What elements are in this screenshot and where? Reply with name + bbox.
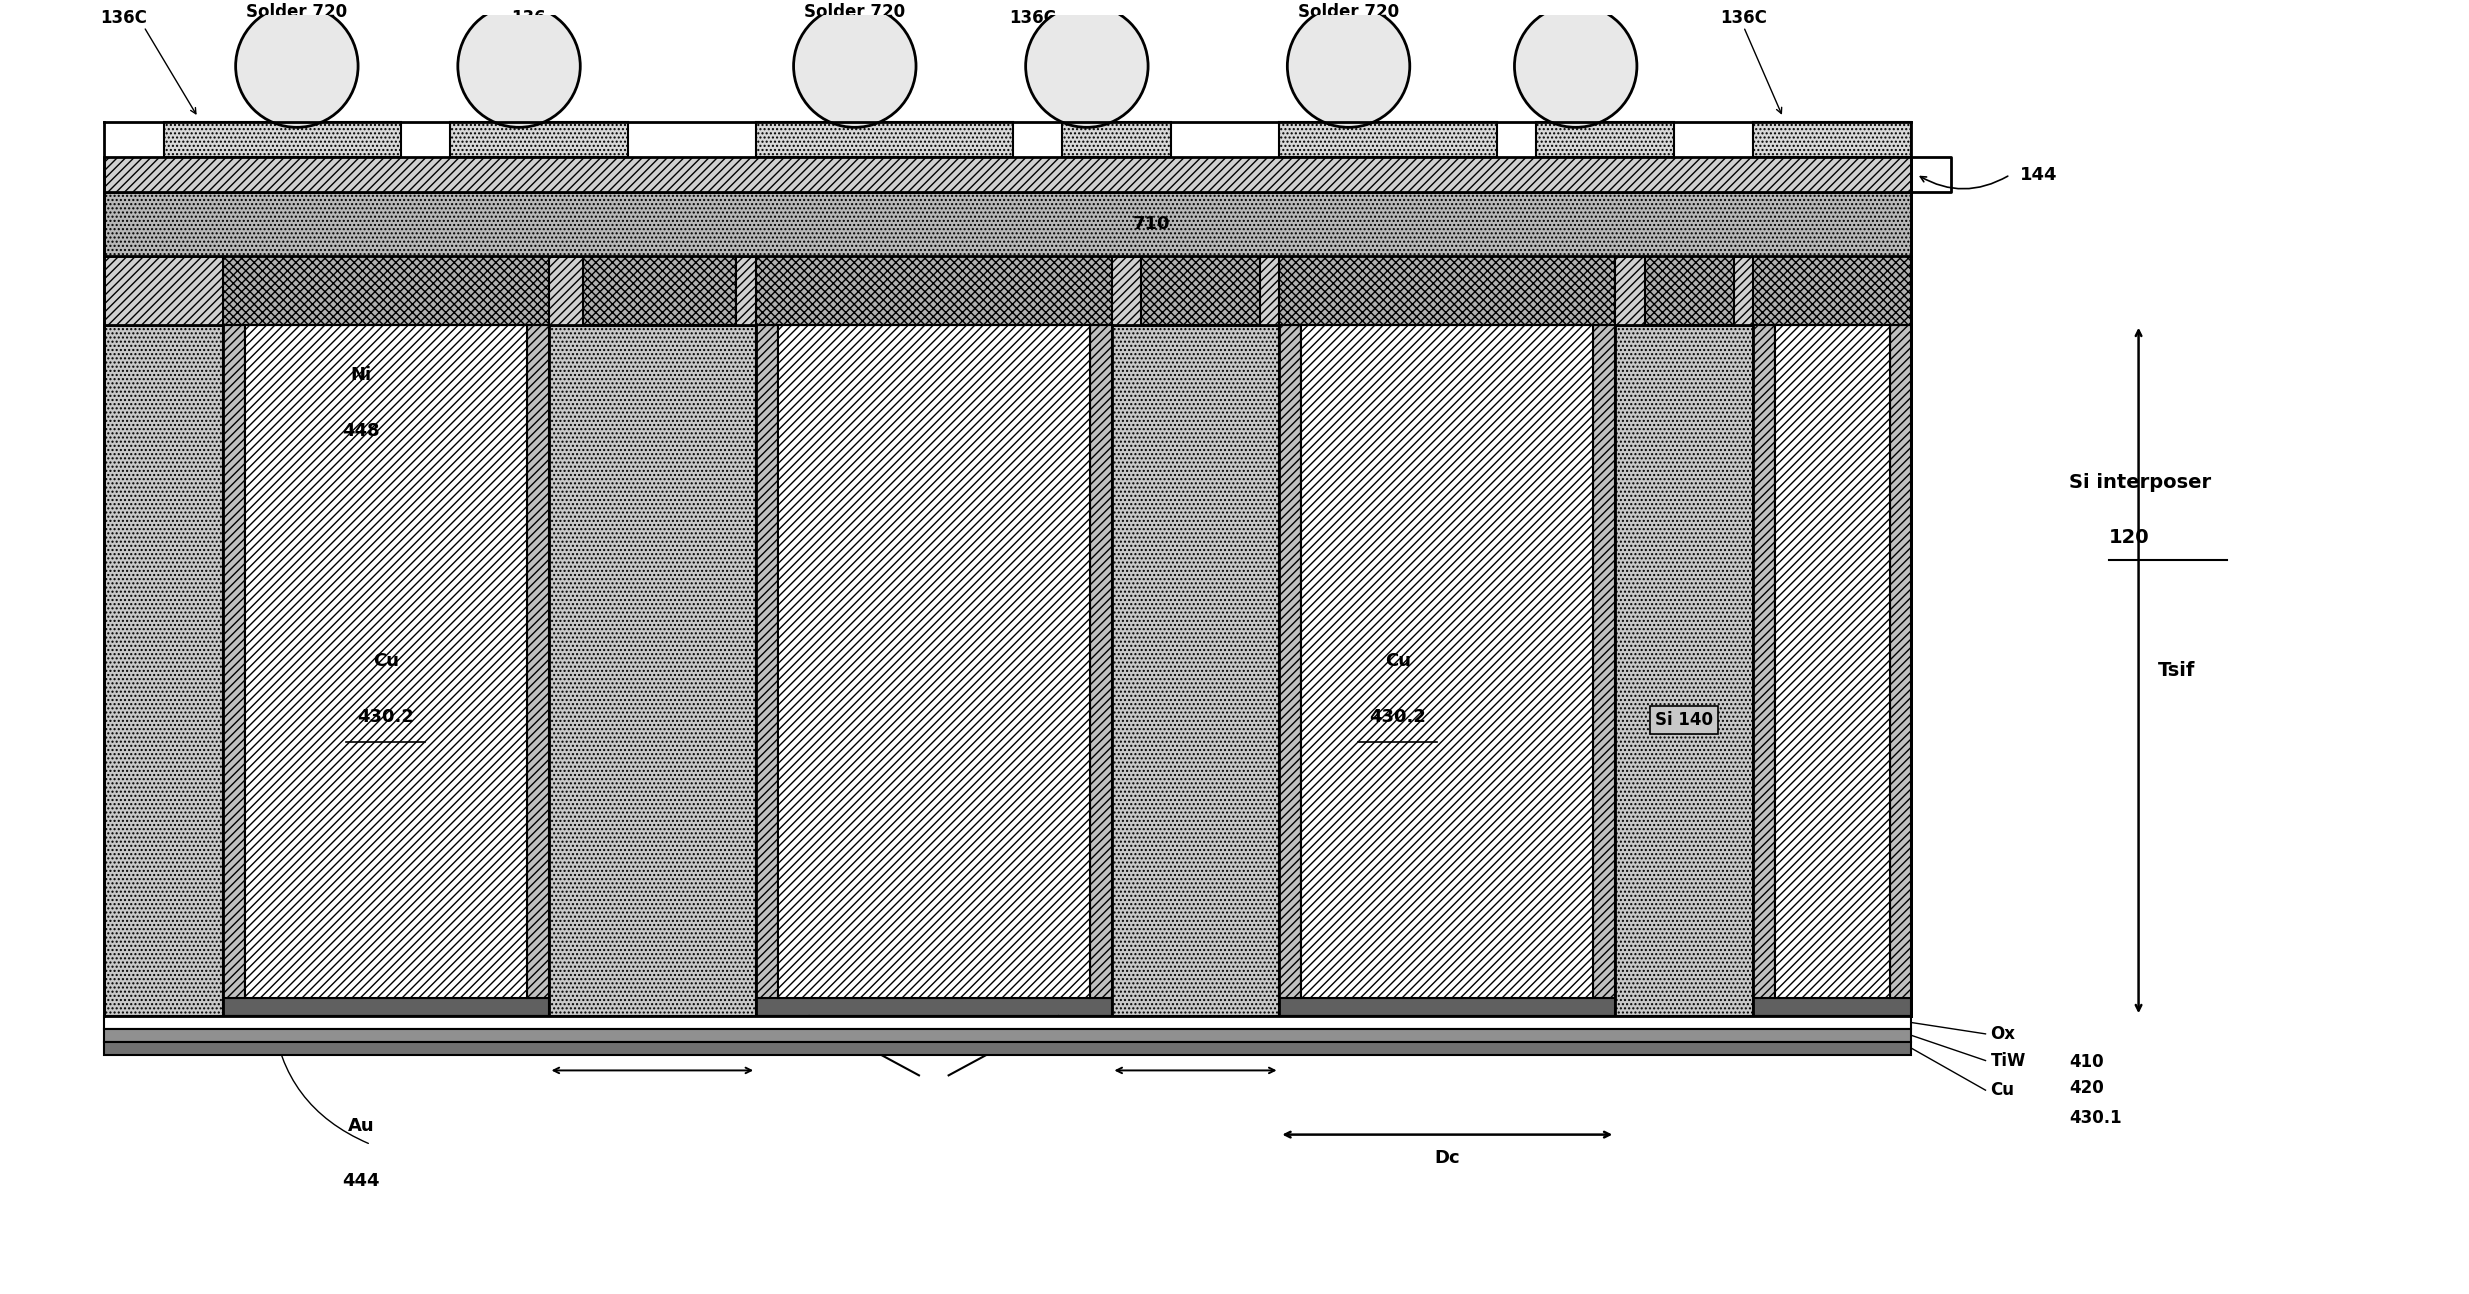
Text: Solder 720: Solder 720 [1299,3,1400,21]
Bar [222,325,244,999]
Bar [222,999,548,1016]
Circle shape [793,5,916,127]
Text: 410: 410 [2069,1052,2104,1070]
Text: 340: 340 [635,1040,669,1058]
Text: Ni: Ni [351,366,373,384]
Text: 430.2: 430.2 [358,708,415,726]
Bar [1753,256,1911,325]
Bar [1279,123,1496,157]
Bar [1644,256,1733,325]
Bar [104,192,1911,256]
Text: Solder 720: Solder 720 [805,3,906,21]
Bar [222,256,548,325]
Text: 136C: 136C [1010,9,1057,27]
Text: 430.1: 430.1 [2069,1109,2121,1127]
Bar [1279,999,1615,1016]
Bar [756,256,1111,325]
Bar [756,325,778,999]
Bar [756,123,1012,157]
Bar [1753,256,1911,325]
Bar [1753,123,1911,157]
Text: 420: 420 [2069,1079,2104,1097]
Bar [1279,256,1615,325]
Bar [1536,123,1674,157]
Text: Ox: Ox [1990,1025,2015,1043]
Polygon shape [810,1016,1059,1075]
Bar [104,325,1911,1016]
Bar [449,123,627,157]
Text: 136C: 136C [1721,9,1768,27]
Bar [104,325,1911,1016]
Bar [449,123,627,157]
Bar [222,256,548,325]
Circle shape [1286,5,1410,127]
Text: Si interposer: Si interposer [2069,474,2212,492]
Text: Tsif: Tsif [2158,661,2195,679]
Bar [1536,123,1674,157]
Bar [104,1016,1911,1029]
Bar [756,256,1111,325]
Bar [778,325,1089,999]
Bar [1279,325,1301,999]
Bar [526,325,548,999]
Bar [756,325,1111,1016]
Bar [104,157,1911,192]
Text: Cu: Cu [1385,652,1410,670]
Bar [104,1042,1911,1055]
Text: Cu: Cu [373,652,398,670]
Text: 444: 444 [343,1172,380,1190]
Bar [163,123,400,157]
Circle shape [457,5,580,127]
Bar [1753,123,1911,157]
Bar [1644,256,1733,325]
Bar [1301,325,1593,999]
Text: 136: 136 [511,9,546,27]
Bar [104,157,1911,192]
Bar [756,999,1111,1016]
Bar [1062,123,1170,157]
Bar [1141,256,1259,325]
Bar [1753,999,1911,1016]
Text: Hd: Hd [114,1026,138,1044]
Bar [1889,325,1911,999]
Bar [1753,325,1911,1016]
Bar [163,123,400,157]
Text: 136C: 136C [101,9,148,27]
Text: 144: 144 [2020,166,2057,184]
Bar [583,256,736,325]
Bar [1775,325,1889,999]
Bar [104,192,1911,256]
Text: Cu: Cu [1990,1082,2015,1099]
Text: 120: 120 [2109,528,2150,546]
Bar [1279,123,1496,157]
Text: 340: 340 [1178,1040,1212,1058]
Text: Au: Au [348,1117,375,1135]
Bar [1279,256,1615,325]
Text: Solder 720: Solder 720 [247,3,348,21]
Circle shape [1025,5,1148,127]
Text: TiW: TiW [1990,1052,2027,1070]
Bar [104,256,1911,325]
Circle shape [1513,5,1637,127]
Circle shape [235,5,358,127]
Bar [1753,325,1775,999]
Text: 710: 710 [1133,215,1170,233]
Text: 448: 448 [343,422,380,440]
Bar [222,325,548,1016]
Bar [1089,325,1111,999]
Bar [1062,123,1170,157]
Bar [244,325,526,999]
Bar [1141,256,1259,325]
Bar [583,256,736,325]
Bar [104,1029,1911,1042]
Text: 430.2: 430.2 [1370,708,1427,726]
Text: Vias 330: Vias 330 [881,910,968,928]
Bar [1279,325,1615,1016]
Bar [1593,325,1615,999]
Text: Dc: Dc [1434,1149,1459,1167]
Text: Si 140: Si 140 [1654,710,1713,729]
Bar [756,123,1012,157]
Bar [104,256,1911,325]
